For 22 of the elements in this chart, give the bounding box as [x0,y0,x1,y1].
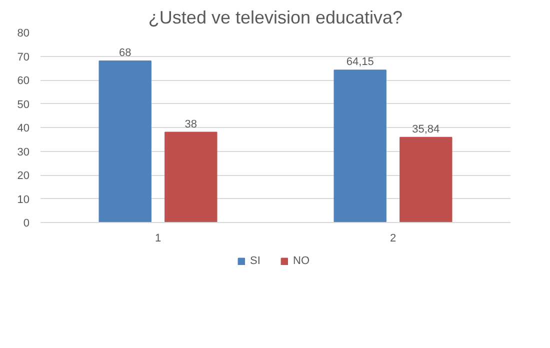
y-tick-label: 0 [23,218,30,230]
data-label: 68 [118,47,132,59]
legend-label: NO [293,255,310,267]
data-label: 35,84 [412,123,440,136]
y-tick-label: 10 [17,194,30,206]
bar [334,70,386,222]
y-tick-label: 80 [17,28,30,40]
x-tick-label: 1 [154,232,162,244]
bar [98,60,152,222]
y-tick-label: 20 [17,170,30,182]
data-label: 38 [184,118,198,130]
x-tick-label: 2 [390,232,396,244]
y-tick-label: 50 [17,98,30,111]
bar [400,136,452,222]
y-tick-label: 40 [17,122,30,134]
bar [164,132,218,222]
legend-label: SI [250,255,262,267]
y-tick-label: 70 [17,51,30,64]
y-tick-label: 30 [17,146,30,158]
chart-title: ¿Usted ve television educativa? [148,8,403,28]
data-label: 64,15 [346,56,374,68]
y-tick-label: 60 [17,75,30,87]
